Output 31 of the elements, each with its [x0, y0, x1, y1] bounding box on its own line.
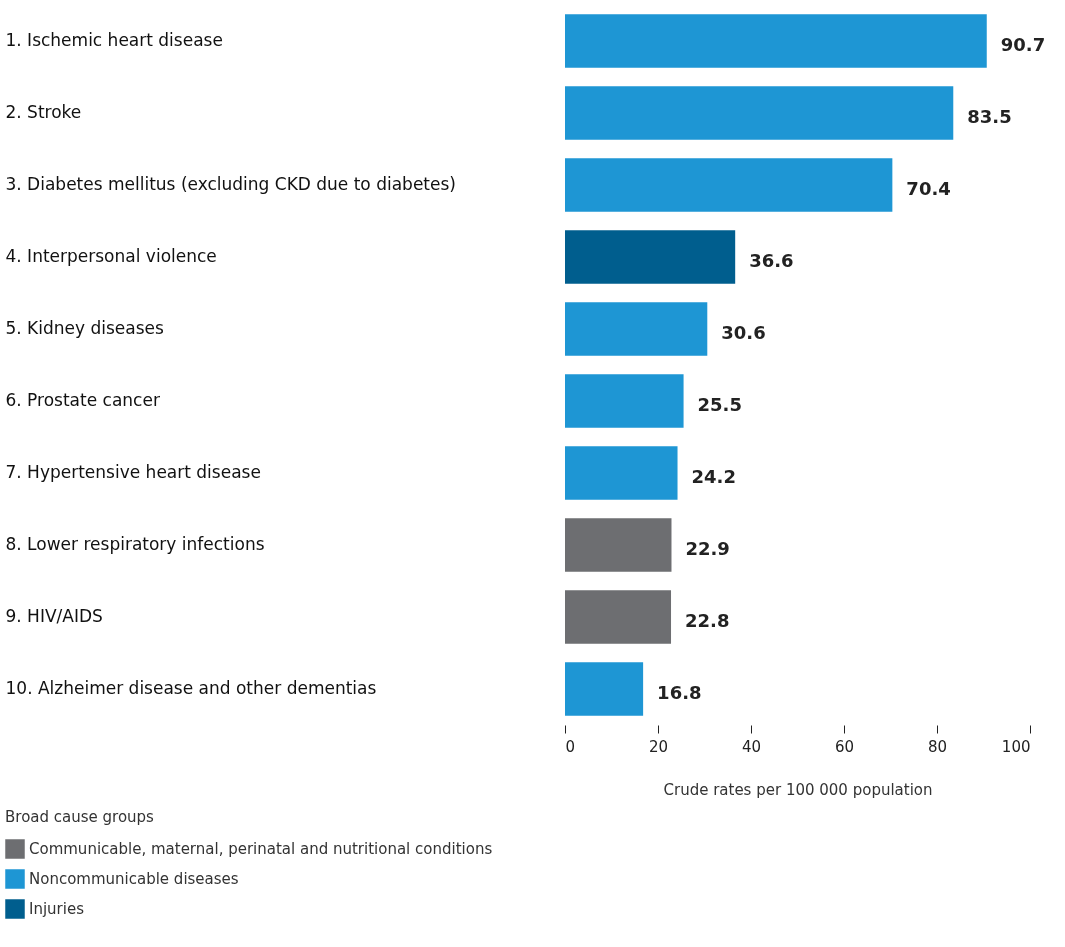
y-tick-label: 5. Kidney diseases	[5, 318, 165, 338]
y-tick-label: 8. Lower respiratory infections	[5, 534, 265, 554]
y-tick-label: 7. Hypertensive heart disease	[5, 462, 261, 482]
data-label: 16.8	[657, 682, 702, 703]
data-label: 83.5	[967, 106, 1012, 127]
y-tick-label: 9. HIV/AIDS	[5, 606, 103, 626]
data-label: 24.2	[691, 466, 736, 487]
x-axis-title: Crude rates per 100 000 population	[663, 780, 933, 799]
y-tick-label: 2. Stroke	[5, 102, 82, 122]
data-label: 25.5	[697, 394, 742, 415]
legend-label: Noncommunicable diseases	[29, 870, 239, 888]
data-label: 90.7	[1000, 34, 1046, 55]
data-label: 22.9	[685, 538, 730, 559]
x-tick-label: 40	[741, 737, 762, 756]
x-tick-label: 80	[927, 737, 948, 756]
data-label: 36.6	[749, 250, 794, 271]
x-tick-label: 0	[565, 737, 576, 756]
data-label: 70.4	[906, 178, 951, 199]
y-tick-label: 6. Prostate cancer	[5, 390, 160, 410]
legend-label: Communicable, maternal, perinatal and nutritional conditions	[29, 840, 493, 858]
data-label: 22.8	[685, 610, 730, 631]
legend-label: Injuries	[29, 900, 85, 918]
y-tick-label: 3. Diabetes mellitus (excluding CKD due to diabetes)	[5, 174, 456, 194]
data-label: 30.6	[721, 322, 766, 343]
y-tick-label: 10. Alzheimer disease and other dementias	[5, 678, 377, 698]
y-tick-label: 4. Interpersonal violence	[5, 246, 217, 266]
x-tick-label: 60	[834, 737, 855, 756]
x-tick-label: 100	[1001, 737, 1031, 756]
y-tick-label: 1. Ischemic heart disease	[5, 30, 223, 50]
legend-title: Broad cause groups	[5, 808, 155, 826]
x-tick-label: 20	[648, 737, 669, 756]
